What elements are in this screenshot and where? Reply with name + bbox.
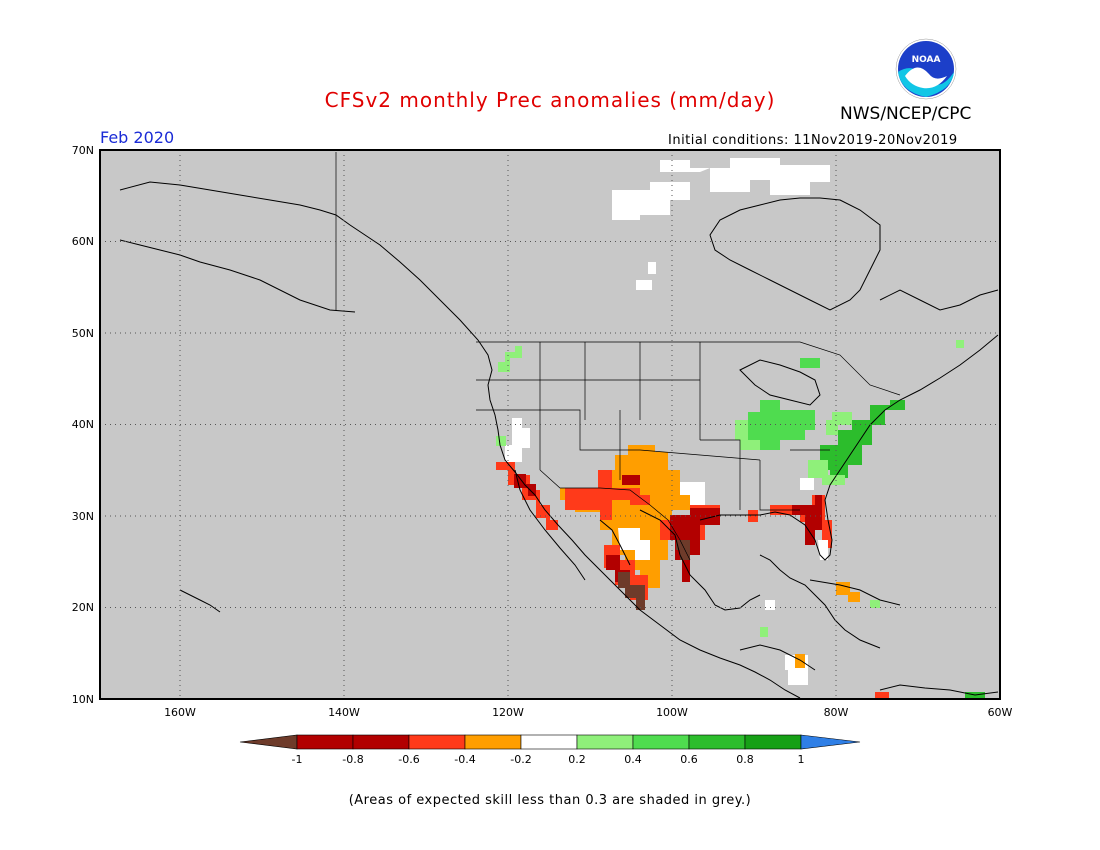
colorbar-swatch (520, 734, 578, 750)
lon-label: 140W (328, 706, 360, 719)
colorbar-swatch (744, 734, 802, 750)
colorbar-swatch (688, 734, 746, 750)
coastlines (119, 181, 999, 699)
colorbar-arrow-right (800, 734, 861, 750)
colorbar-label: -0.2 (510, 753, 531, 766)
caribbean-dry-area (836, 582, 860, 602)
lat-label: 10N (72, 693, 94, 706)
latitude-axis: 70N 60N 50N 40N 30N 20N 10N (72, 144, 94, 706)
lat-label: 20N (72, 601, 94, 614)
initial-conditions-label: Initial conditions: 11Nov2019-20Nov2019 (668, 133, 958, 148)
great-lakes-wet-area (748, 400, 815, 450)
colorbar-label: 1 (798, 753, 805, 766)
colorbar-swatch (352, 734, 410, 750)
california-wet-cell (496, 436, 506, 446)
arizona-dry-cell (622, 475, 640, 485)
southwest-dry-area (565, 488, 612, 520)
colorbar-label: 0.4 (624, 753, 642, 766)
central-america-wet-cell (760, 627, 768, 637)
colorbar-swatch (464, 734, 522, 750)
map-frame (99, 149, 1001, 700)
lon-label: 80W (824, 706, 849, 719)
great-lakes-wet-cell (800, 358, 820, 368)
lat-label: 50N (72, 327, 94, 340)
graticule (100, 150, 1000, 699)
east-coast-wet-area (820, 400, 905, 478)
carolina-neutral-cell (800, 478, 814, 490)
colorbar-label: -0.8 (342, 753, 363, 766)
lon-label: 60W (988, 706, 1013, 719)
map-title: CFSv2 monthly Prec anomalies (mm/day) (324, 88, 776, 112)
southeast-strong-dry-area (792, 495, 822, 545)
southwest-dry-area (598, 470, 650, 505)
lat-label: 40N (72, 418, 94, 431)
lon-label: 160W (164, 706, 196, 719)
colorbar-swatch (408, 734, 466, 750)
maritimes-wet-cell (956, 340, 964, 348)
arctic-neutral-area (612, 158, 830, 220)
colorbar-swatch (576, 734, 634, 750)
texas-neutral-area (680, 482, 705, 505)
lon-label: 100W (656, 706, 688, 719)
colorbar-arrow-left (239, 734, 298, 750)
texas-strong-dry-area (670, 508, 720, 582)
colorbar-label: -1 (292, 753, 303, 766)
colorbar-label: -0.4 (454, 753, 475, 766)
lat-label: 60N (72, 235, 94, 248)
political-borders (335, 152, 901, 561)
colorbar-label: 0.2 (568, 753, 586, 766)
agency-label: NWS/NCEP/CPC (840, 104, 972, 124)
south-america-dry-cell (875, 692, 889, 698)
colorbar-swatch (296, 734, 354, 750)
skill-footnote: (Areas of expected skill less than 0.3 a… (348, 793, 752, 808)
colorbar-label: -0.6 (398, 753, 419, 766)
longitude-axis: 160W 140W 120W 100W 80W 60W (164, 706, 1012, 719)
logo-text: NOAA (912, 55, 941, 65)
colorbar-label: 0.8 (736, 753, 754, 766)
colorbar-label: 0.6 (680, 753, 698, 766)
noaa-logo-icon: NOAA (895, 38, 957, 100)
east-coast-light-wet-area (808, 460, 845, 485)
mexico-severe-dry-area (618, 572, 645, 610)
central-america-dry-cell (795, 654, 805, 668)
lat-label: 70N (72, 144, 94, 157)
colorbar-legend: -1 -0.8 -0.6 -0.4 -0.2 0.2 0.4 0.6 0.8 1 (239, 734, 861, 766)
california-neutral-area (505, 418, 530, 462)
gulf-dry-cell (748, 510, 758, 522)
colorbar-swatch (632, 734, 690, 750)
northeast-light-wet-area (826, 412, 852, 435)
baja-dry-area (496, 462, 558, 530)
pacific-nw-wet-area (498, 346, 522, 372)
lon-label: 120W (492, 706, 524, 719)
great-lakes-light-wet-area (735, 420, 760, 450)
arctic-neutral-cell (636, 280, 652, 290)
caribbean-neutral-cell (765, 600, 775, 610)
caribbean-light-wet-cell (870, 600, 880, 608)
texas-severe-dry-area (676, 540, 690, 560)
arctic-neutral-cell (648, 262, 656, 274)
lat-label: 30N (72, 510, 94, 523)
mexico-neutral-area (618, 528, 650, 560)
valid-month-label: Feb 2020 (100, 128, 175, 147)
